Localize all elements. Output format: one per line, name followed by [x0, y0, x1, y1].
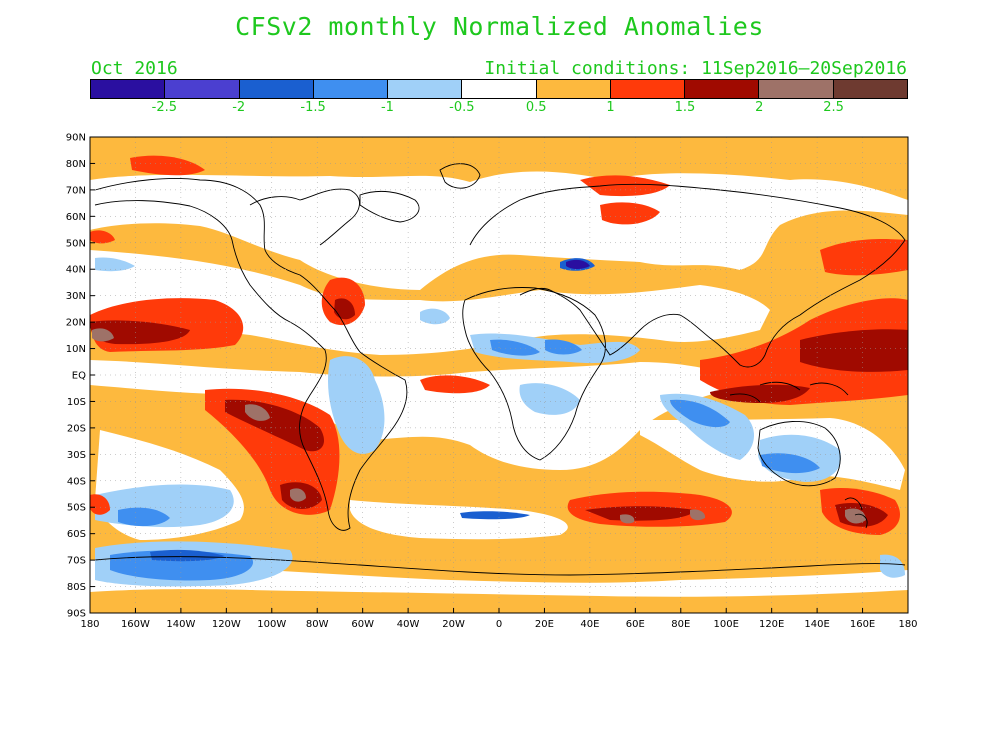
- color-scale-bar: [90, 79, 908, 99]
- latitude-label: 60N: [66, 212, 86, 223]
- latitude-label: 90N: [66, 133, 86, 144]
- color-scale-tick-label: 2: [755, 100, 764, 115]
- color-scale-swatch: [91, 80, 166, 98]
- color-scale-swatch: [759, 80, 834, 98]
- longitude-label: 180: [898, 619, 917, 630]
- latitude-label: 40N: [66, 265, 86, 276]
- latitude-label: 80S: [67, 582, 86, 593]
- longitude-label: 40E: [580, 619, 599, 630]
- longitude-label: 40W: [397, 619, 420, 630]
- longitude-label: 140E: [804, 619, 829, 630]
- color-scale-swatch: [462, 80, 537, 98]
- longitude-label: 80E: [671, 619, 690, 630]
- latitude-labels: 90N 80N 70N 60N 50N 40N 30N 20N 10N EQ 10S 20S 30S 40…: [66, 133, 95, 620]
- color-scale-tick-label: -1: [380, 100, 394, 115]
- longitude-label: 80W: [306, 619, 329, 630]
- longitude-label: 180: [80, 619, 99, 630]
- color-scale-swatch: [313, 80, 389, 98]
- color-scale-swatch: [165, 80, 240, 98]
- color-scale-tick-label: 1.5: [674, 100, 696, 115]
- color-scale-tick-label: 2.5: [823, 100, 844, 115]
- longitude-label: 60W: [351, 619, 374, 630]
- latitude-label: 20S: [67, 423, 86, 434]
- color-scale-swatch: [610, 80, 686, 98]
- latitude-label: 10S: [67, 397, 86, 408]
- color-scale-swatch: [833, 80, 907, 98]
- longitude-label: 100W: [257, 619, 286, 630]
- color-scale-swatch: [388, 80, 463, 98]
- longitude-label: 0: [496, 619, 502, 630]
- longitude-label: 20W: [442, 619, 465, 630]
- color-scale-tick-label: 0.5: [525, 100, 547, 115]
- latitude-label: 70S: [67, 556, 86, 567]
- color-scale-tick-label: -2: [232, 100, 246, 115]
- color-scale-tick-label: 1: [606, 100, 615, 115]
- latitude-label: 20N: [66, 318, 86, 329]
- longitude-label: 20E: [535, 619, 554, 630]
- initial-conditions-label: Initial conditions: 11Sep2016–20Sep2016: [484, 58, 907, 79]
- color-scale-tick-label: -2.5: [151, 100, 178, 115]
- longitude-label: 100E: [714, 619, 739, 630]
- latitude-label: 30N: [66, 291, 86, 302]
- longitude-label: 60E: [626, 619, 645, 630]
- longitude-label: 120W: [212, 619, 241, 630]
- forecast-month-label: Oct 2016: [91, 58, 178, 79]
- color-scale-swatch: [685, 80, 760, 98]
- color-scale-ticks: -2.5 -2 -1.5 -1 -0.5 0.5 1 1.5 2 2.5: [90, 100, 908, 116]
- latitude-label: 30S: [67, 450, 86, 461]
- latitude-label: 40S: [67, 476, 86, 487]
- latitude-label: 50N: [66, 238, 86, 249]
- latitude-label: 90S: [67, 609, 86, 620]
- longitude-label: 120E: [759, 619, 784, 630]
- anomaly-field: [90, 137, 908, 613]
- latitude-label: 50S: [67, 503, 86, 514]
- color-scale-tick-label: -0.5: [449, 100, 475, 115]
- latitude-label: 10N: [66, 344, 86, 355]
- color-scale-tick-label: -1.5: [300, 100, 326, 115]
- longitude-label: 140W: [166, 619, 195, 630]
- latitude-label: 70N: [66, 185, 86, 196]
- latitude-label: 80N: [66, 159, 86, 170]
- color-scale-swatch: [536, 80, 611, 98]
- longitude-label: 160W: [121, 619, 150, 630]
- longitude-label: 160E: [850, 619, 875, 630]
- longitude-labels: 180 160W 140W 120W 100W 80W 60W 40W 20W 0 20E 40E 60…: [80, 608, 918, 630]
- latitude-label: 60S: [67, 529, 86, 540]
- color-scale-swatch: [239, 80, 314, 98]
- latitude-label: EQ: [72, 371, 86, 382]
- chart-title: CFSv2 monthly Normalized Anomalies: [235, 12, 764, 41]
